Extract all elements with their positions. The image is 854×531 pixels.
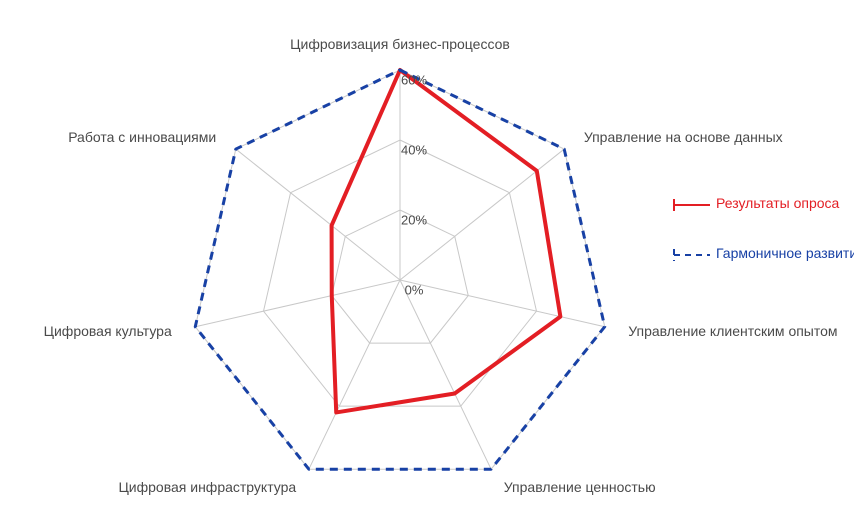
axis-label: Цифровая культура (44, 323, 172, 339)
grid-spoke (309, 280, 400, 469)
grid-spoke (236, 149, 400, 280)
tick-label: 0% (405, 283, 424, 298)
tick-label: 60% (401, 73, 427, 88)
tick-suffix: % (415, 213, 427, 228)
legend-label: Гармоничное развитие (716, 245, 854, 261)
axis-label: Управление на основе данных (584, 129, 783, 145)
series-0 (332, 70, 561, 412)
axis-label: Цифровая инфраструктура (118, 479, 296, 495)
tick-suffix: % (415, 73, 427, 88)
tick-suffix: % (412, 283, 424, 298)
tick-label: 20% (401, 213, 427, 228)
grid-spoke (400, 280, 605, 327)
tick-suffix: % (415, 143, 427, 158)
tick-value: 40 (401, 143, 415, 158)
axis-label: Управление ценностью (504, 479, 656, 495)
tick-value: 60 (401, 73, 415, 88)
axis-label: Цифровизация бизнес-процессов (290, 36, 510, 52)
tick-value: 20 (401, 213, 415, 228)
radar-chart: 0%20%40%60%Цифровизация бизнес-процессов… (0, 0, 854, 531)
axis-label: Работа с инновациями (68, 129, 216, 145)
tick-label: 40% (401, 143, 427, 158)
grid-spoke (195, 280, 400, 327)
legend-label: Результаты опроса (716, 195, 839, 211)
axis-label: Управление клиентским опытом (628, 323, 837, 339)
